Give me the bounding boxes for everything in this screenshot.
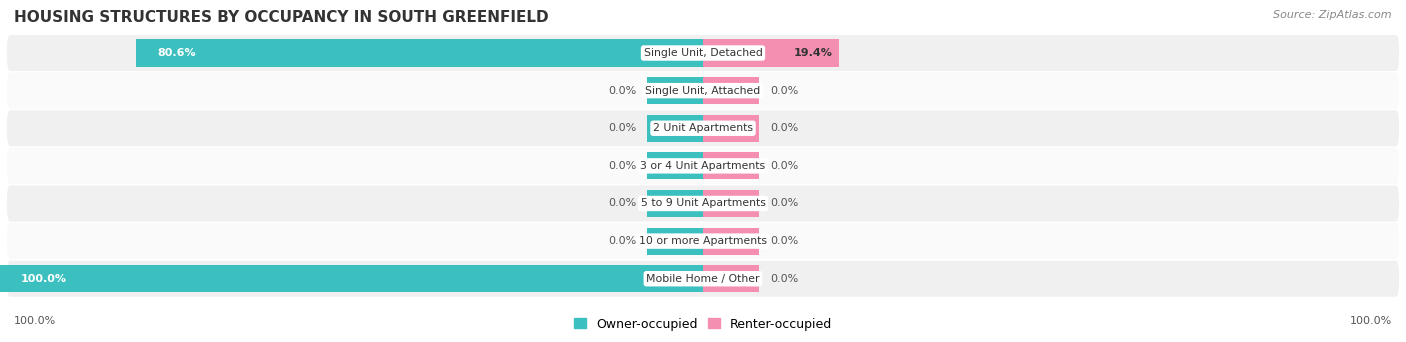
- Text: 0.0%: 0.0%: [607, 161, 637, 171]
- Bar: [703, 115, 759, 142]
- Text: 0.0%: 0.0%: [770, 236, 799, 246]
- Text: 0.0%: 0.0%: [607, 198, 637, 209]
- Text: Source: ZipAtlas.com: Source: ZipAtlas.com: [1274, 10, 1392, 20]
- Bar: [647, 227, 703, 255]
- Text: 0.0%: 0.0%: [770, 198, 799, 209]
- Text: 0.0%: 0.0%: [770, 274, 799, 284]
- Text: Single Unit, Attached: Single Unit, Attached: [645, 86, 761, 96]
- Text: 5 to 9 Unit Apartments: 5 to 9 Unit Apartments: [641, 198, 765, 209]
- FancyBboxPatch shape: [7, 73, 1399, 109]
- FancyBboxPatch shape: [7, 223, 1399, 259]
- Text: 0.0%: 0.0%: [770, 161, 799, 171]
- Text: Mobile Home / Other: Mobile Home / Other: [647, 274, 759, 284]
- FancyBboxPatch shape: [7, 35, 1399, 71]
- Text: 10 or more Apartments: 10 or more Apartments: [638, 236, 768, 246]
- Text: 0.0%: 0.0%: [607, 86, 637, 96]
- Text: 100.0%: 100.0%: [1350, 316, 1392, 327]
- Bar: [647, 190, 703, 217]
- Bar: [136, 39, 703, 67]
- Text: 0.0%: 0.0%: [607, 123, 637, 133]
- Text: Single Unit, Detached: Single Unit, Detached: [644, 48, 762, 58]
- Bar: [647, 152, 703, 180]
- Text: 19.4%: 19.4%: [793, 48, 832, 58]
- Text: 0.0%: 0.0%: [770, 86, 799, 96]
- Text: 0.0%: 0.0%: [607, 236, 637, 246]
- Text: 3 or 4 Unit Apartments: 3 or 4 Unit Apartments: [641, 161, 765, 171]
- Text: 0.0%: 0.0%: [770, 123, 799, 133]
- Legend: Owner-occupied, Renter-occupied: Owner-occupied, Renter-occupied: [568, 313, 838, 336]
- Text: 80.6%: 80.6%: [157, 48, 195, 58]
- FancyBboxPatch shape: [7, 185, 1399, 222]
- Bar: [703, 77, 759, 104]
- Bar: [703, 227, 759, 255]
- Bar: [703, 265, 759, 292]
- Bar: [647, 115, 703, 142]
- Text: 2 Unit Apartments: 2 Unit Apartments: [652, 123, 754, 133]
- Text: 100.0%: 100.0%: [14, 316, 56, 327]
- Bar: [703, 152, 759, 180]
- Bar: [703, 39, 839, 67]
- FancyBboxPatch shape: [7, 261, 1399, 297]
- Text: 100.0%: 100.0%: [21, 274, 67, 284]
- Text: HOUSING STRUCTURES BY OCCUPANCY IN SOUTH GREENFIELD: HOUSING STRUCTURES BY OCCUPANCY IN SOUTH…: [14, 10, 548, 25]
- FancyBboxPatch shape: [7, 110, 1399, 146]
- Bar: [647, 77, 703, 104]
- FancyBboxPatch shape: [7, 148, 1399, 184]
- Bar: [0, 265, 703, 292]
- Bar: [703, 190, 759, 217]
